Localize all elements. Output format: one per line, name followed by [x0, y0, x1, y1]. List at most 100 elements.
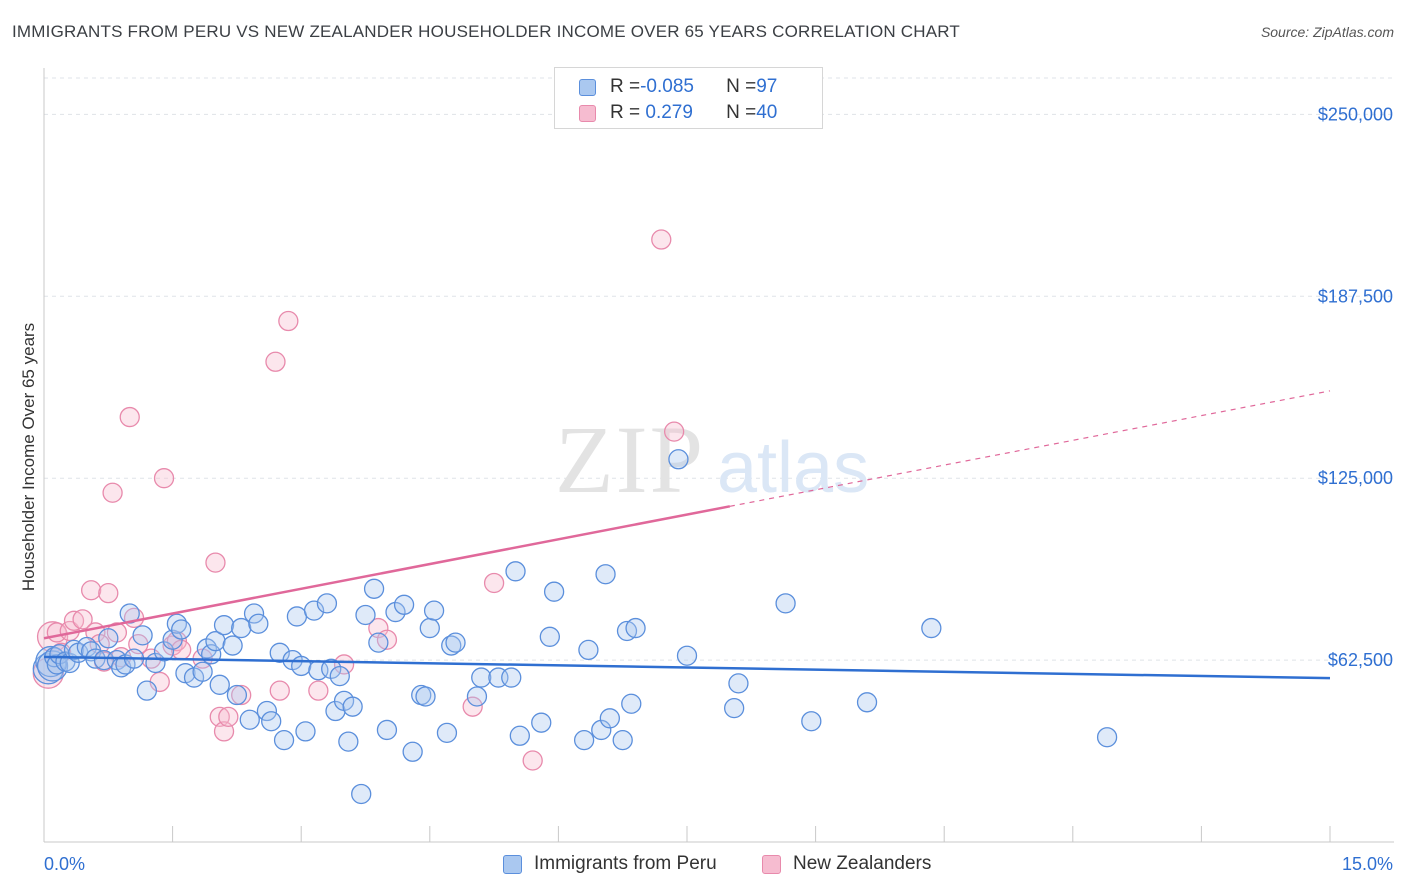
y-axis-title: Householder Income Over 65 years	[19, 323, 38, 591]
data-point	[338, 731, 359, 752]
legend-r-value-peru: -0.085	[640, 76, 694, 97]
data-point	[728, 673, 749, 694]
y-tick-label: $62,500	[1328, 650, 1393, 670]
bottom-legend-label-nz: New Zealanders	[793, 853, 932, 874]
data-point	[243, 603, 265, 624]
correlation-legend: R = -0.085 N = 97 R = 0.279 N = 40	[554, 67, 823, 129]
data-point	[462, 696, 483, 717]
legend-n-value-peru: 97	[756, 76, 778, 97]
data-point	[265, 351, 286, 372]
data-point	[162, 629, 183, 650]
data-point	[621, 693, 642, 714]
x-tick-label-right: 15.0%	[1342, 854, 1393, 874]
y-tick-labels: $62,500 $125,000 $187,500 $250,000	[1318, 104, 1393, 670]
bottom-legend-nz: New Zealanders	[762, 851, 931, 877]
data-point	[415, 686, 436, 707]
data-point	[466, 686, 488, 707]
data-point	[483, 572, 505, 594]
data-point	[72, 609, 93, 630]
watermark: ZIP atlas	[555, 406, 869, 513]
data-point	[325, 700, 346, 722]
data-point	[98, 628, 119, 649]
data-point	[921, 617, 942, 639]
chart-title: IMMIGRANTS FROM PERU VS NEW ZEALANDER HO…	[12, 22, 961, 41]
data-point	[98, 583, 119, 604]
data-point	[291, 655, 312, 677]
data-point	[668, 449, 689, 470]
y-tick-label: $187,500	[1318, 286, 1393, 306]
data-point	[501, 667, 522, 688]
data-point	[278, 310, 299, 332]
data-point	[543, 581, 565, 602]
data-point	[385, 601, 406, 623]
data-point	[153, 641, 175, 662]
data-point	[856, 692, 878, 713]
data-point	[419, 617, 440, 639]
trend-line-nz-dashed	[729, 390, 1331, 507]
data-point	[308, 680, 329, 701]
legend-row-peru: R = -0.085 N = 97	[579, 75, 777, 99]
data-point	[423, 600, 445, 621]
nz-points	[32, 229, 685, 771]
data-point	[663, 421, 685, 442]
legend-row-nz: R = 0.279 N = 40	[579, 101, 777, 125]
data-point	[205, 552, 226, 573]
data-point	[63, 610, 85, 631]
data-point	[471, 667, 492, 688]
y-tick-label: $125,000	[1318, 468, 1393, 488]
axes	[43, 68, 1394, 843]
data-point	[505, 561, 526, 582]
data-point	[342, 696, 363, 717]
data-point	[522, 750, 543, 771]
data-point	[376, 719, 398, 741]
data-point	[539, 626, 560, 647]
data-point	[599, 708, 620, 729]
data-point	[256, 700, 278, 722]
data-point	[591, 719, 612, 741]
data-point	[363, 578, 385, 599]
data-point	[192, 661, 213, 682]
legend-r-value-nz: 0.279	[640, 102, 693, 123]
legend-n-value-nz: 40	[756, 102, 778, 123]
trend-lines	[43, 390, 1331, 680]
x-tick-label-left: 0.0%	[44, 854, 85, 874]
data-point	[368, 632, 389, 653]
data-point	[209, 674, 230, 695]
data-point	[321, 658, 342, 679]
data-point	[295, 721, 316, 742]
data-point	[218, 706, 239, 727]
gridlines	[44, 77, 1394, 661]
data-point	[329, 665, 350, 687]
legend-swatch-peru	[579, 78, 596, 96]
data-point	[436, 722, 458, 744]
data-point	[119, 406, 140, 428]
legend-n-label: N =	[726, 76, 757, 97]
data-point	[239, 709, 260, 730]
data-point	[273, 729, 295, 751]
trend-line-peru-solid	[43, 655, 1331, 680]
bottom-legend-swatch-peru	[503, 854, 522, 874]
data-point	[355, 604, 376, 626]
data-point	[261, 711, 282, 732]
data-point	[393, 594, 415, 615]
data-point	[213, 615, 235, 636]
data-point	[333, 654, 355, 675]
legend-r-label: R =	[610, 76, 641, 97]
data-point	[801, 711, 822, 732]
data-point	[226, 684, 248, 706]
data-point	[402, 741, 423, 762]
data-point	[248, 613, 269, 634]
data-point	[595, 564, 616, 585]
data-point	[368, 617, 389, 639]
data-point	[531, 712, 552, 733]
legend-n-label: N =	[726, 102, 757, 123]
data-point	[231, 684, 252, 706]
data-point	[222, 635, 243, 656]
data-point	[231, 617, 252, 639]
data-point	[153, 468, 175, 489]
data-point	[651, 229, 672, 250]
data-point	[625, 617, 646, 639]
legend-r-label: R =	[610, 102, 641, 123]
peru-points	[32, 449, 1118, 805]
bottom-legend-swatch-nz	[762, 854, 781, 874]
